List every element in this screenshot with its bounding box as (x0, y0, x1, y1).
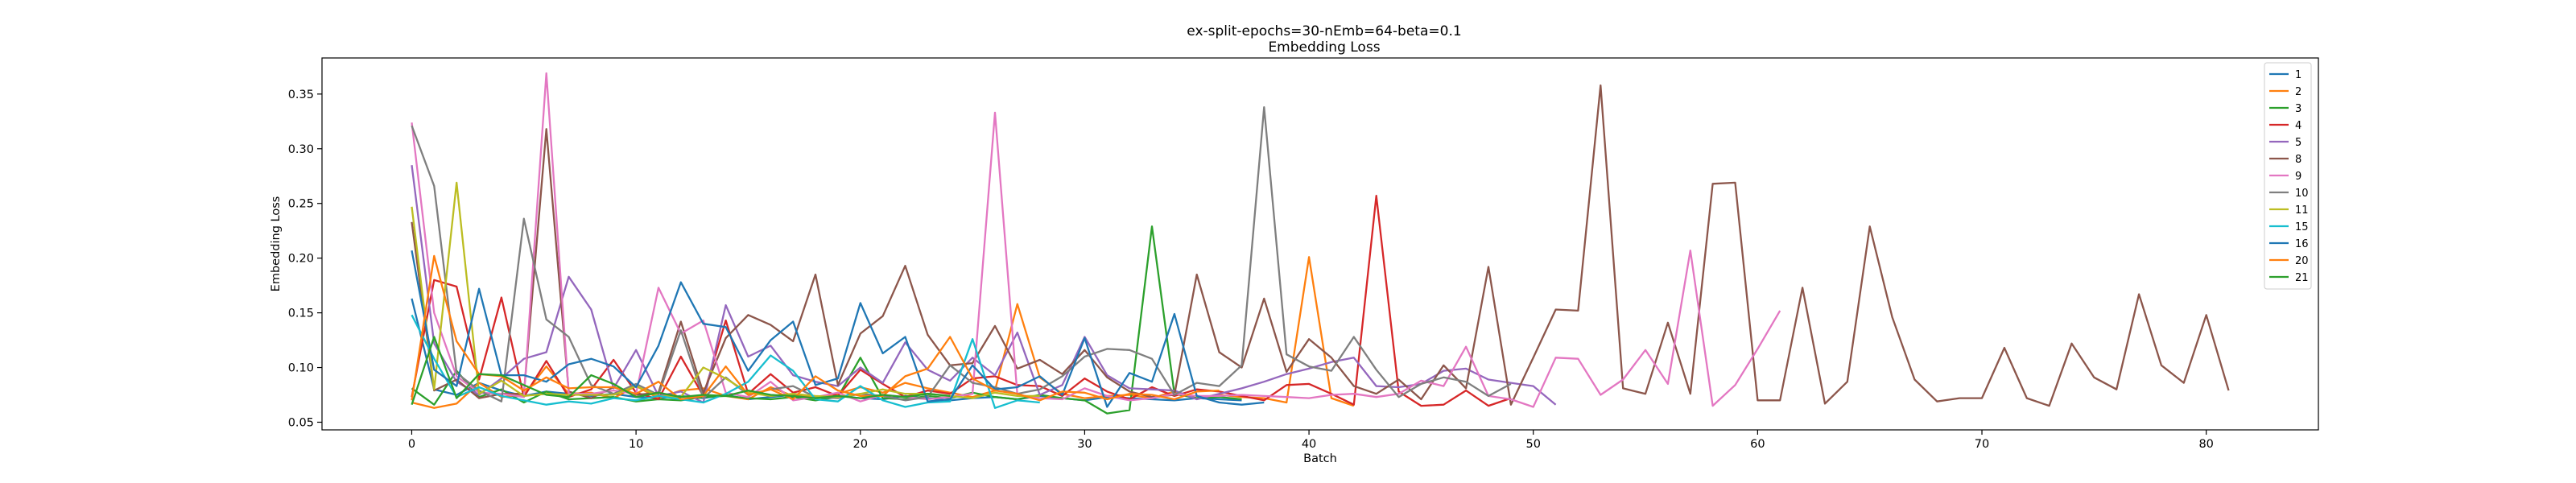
x-axis-ticks: 0 10 20 30 40 50 60 70 80 (408, 430, 2214, 451)
y-tick-label: 0.10 (288, 362, 314, 375)
x-tick-label: 20 (853, 438, 868, 451)
x-tick-label: 70 (1975, 438, 1989, 451)
x-tick-label: 10 (629, 438, 643, 451)
legend-label-10: 10 (2295, 188, 2309, 200)
series-line-16 (411, 250, 1265, 408)
x-tick-label: 0 (408, 438, 415, 451)
legend-label-21: 21 (2295, 272, 2309, 284)
legend-label-5: 5 (2295, 137, 2301, 149)
x-tick-label: 30 (1077, 438, 1092, 451)
y-axis-ticks: 0.05 0.10 0.15 0.20 0.25 0.30 0.35 (288, 89, 322, 429)
chart-subtitle: Embedding Loss (1268, 39, 1380, 56)
x-tick-label: 60 (1750, 438, 1765, 451)
legend-label-9: 9 (2295, 171, 2301, 183)
y-tick-label: 0.15 (288, 308, 314, 320)
legend-label-20: 20 (2295, 255, 2309, 267)
y-axis-label: Embedding Loss (270, 196, 283, 292)
legend-label-11: 11 (2295, 204, 2309, 217)
legend-label-15: 15 (2295, 221, 2309, 233)
y-tick-label: 0.30 (288, 143, 314, 156)
legend-label-1: 1 (2295, 69, 2301, 81)
legend: 1 2 3 4 5 8 9 10 11 15 16 20 21 (2264, 62, 2312, 290)
legend-label-3: 3 (2295, 103, 2301, 115)
x-tick-label: 40 (1302, 438, 1316, 451)
series-line-15 (411, 314, 1040, 409)
legend-label-16: 16 (2295, 238, 2309, 250)
series-line-8 (411, 84, 2230, 407)
y-tick-label: 0.25 (288, 198, 314, 211)
series-line-21 (411, 336, 951, 406)
plot-frame (321, 57, 2319, 431)
legend-label-2: 2 (2295, 86, 2301, 98)
series-line-3 (411, 225, 1242, 415)
plot-series (411, 72, 2230, 415)
x-tick-label: 50 (1525, 438, 1540, 451)
legend-label-8: 8 (2295, 154, 2301, 166)
x-axis-label: Batch (1303, 452, 1337, 465)
series-line-20 (411, 254, 1220, 402)
y-tick-label: 0.20 (288, 253, 314, 266)
y-tick-label: 0.05 (288, 416, 314, 429)
y-tick-label: 0.35 (288, 89, 314, 101)
series-line-4 (411, 195, 1512, 407)
series-line-5 (411, 165, 1557, 406)
x-tick-label: 80 (2198, 438, 2213, 451)
chart-title: ex-split-epochs=30-nEmb=64-beta=0.1 (1187, 23, 1461, 39)
legend-label-4: 4 (2295, 120, 2301, 132)
series-line-9 (411, 72, 1781, 408)
